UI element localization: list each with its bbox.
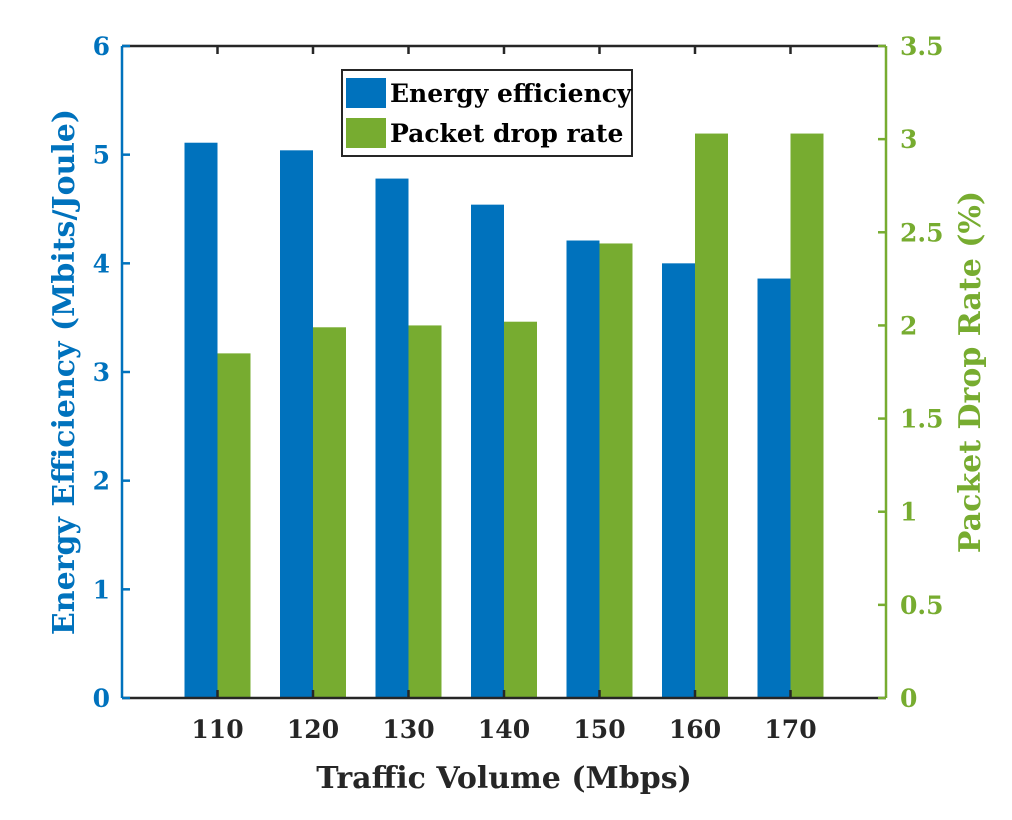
x-tick-label-110: 110 — [191, 715, 243, 744]
x-tick-label-170: 170 — [764, 715, 816, 744]
left-tick-label-5: 5 — [93, 141, 110, 170]
right-tick-label-1.5: 1.5 — [900, 405, 944, 434]
bar-packet-drop-rate-160 — [695, 133, 728, 698]
left-tick-label-1: 1 — [93, 575, 110, 604]
bar-packet-drop-rate-130 — [408, 325, 442, 698]
legend: Energy efficiency Packet drop rate — [341, 69, 633, 157]
bar-energy-efficiency-110 — [184, 142, 218, 699]
x-axis-title: Traffic Volume (Mbps) — [316, 761, 692, 796]
legend-swatch-packet-drop-rate — [346, 118, 386, 148]
bar-energy-efficiency-150 — [566, 240, 600, 698]
legend-label-packet-drop-rate: Packet drop rate — [390, 119, 623, 148]
bar-energy-efficiency-170 — [757, 278, 791, 698]
bar-packet-drop-rate-140 — [504, 321, 537, 698]
left-tick-label-4: 4 — [93, 249, 110, 278]
legend-swatch-energy-efficiency — [346, 78, 386, 108]
right-tick-label-0: 0 — [900, 684, 917, 713]
right-tick-label-2: 2 — [900, 311, 917, 340]
left-tick-label-6: 6 — [93, 32, 110, 61]
bar-packet-drop-rate-170 — [790, 133, 824, 698]
right-tick-label-1: 1 — [900, 498, 917, 527]
bar-energy-efficiency-130 — [375, 178, 409, 698]
x-tick-label-160: 160 — [669, 715, 721, 744]
bar-packet-drop-rate-110 — [217, 353, 251, 698]
legend-label-energy-efficiency: Energy efficiency — [390, 79, 633, 108]
bar-energy-efficiency-160 — [662, 263, 695, 698]
right-tick-label-0.5: 0.5 — [900, 591, 944, 620]
bar-packet-drop-rate-150 — [599, 243, 633, 698]
right-y-ticks: 0 0.5 1 1.5 2 2.5 3 3.5 — [878, 32, 944, 713]
energy-efficiency-bars — [184, 142, 791, 699]
y-left-axis-title: Energy Efficiency (Mbits/Joule) — [47, 109, 82, 635]
left-tick-label-2: 2 — [93, 467, 110, 496]
right-tick-label-2.5: 2.5 — [900, 218, 944, 247]
bar-energy-efficiency-120 — [280, 150, 313, 698]
x-tick-label-150: 150 — [573, 715, 625, 744]
left-tick-label-3: 3 — [93, 358, 110, 387]
x-tick-label-120: 120 — [287, 715, 339, 744]
x-tick-label-130: 130 — [382, 715, 434, 744]
y-right-axis-title: Packet Drop Rate (%) — [953, 191, 988, 553]
x-tick-label-140: 140 — [478, 715, 530, 744]
bar-energy-efficiency-140 — [471, 204, 504, 699]
left-y-ticks: 0 1 2 3 4 5 6 — [93, 32, 130, 713]
right-tick-label-3.5: 3.5 — [900, 32, 944, 61]
right-tick-label-3: 3 — [900, 125, 917, 154]
left-tick-label-0: 0 — [93, 684, 110, 713]
packet-drop-rate-bars — [217, 133, 824, 698]
x-ticks: 110 120 130 140 150 160 170 — [191, 46, 817, 744]
bar-packet-drop-rate-120 — [313, 327, 346, 698]
legend-box — [341, 69, 633, 157]
